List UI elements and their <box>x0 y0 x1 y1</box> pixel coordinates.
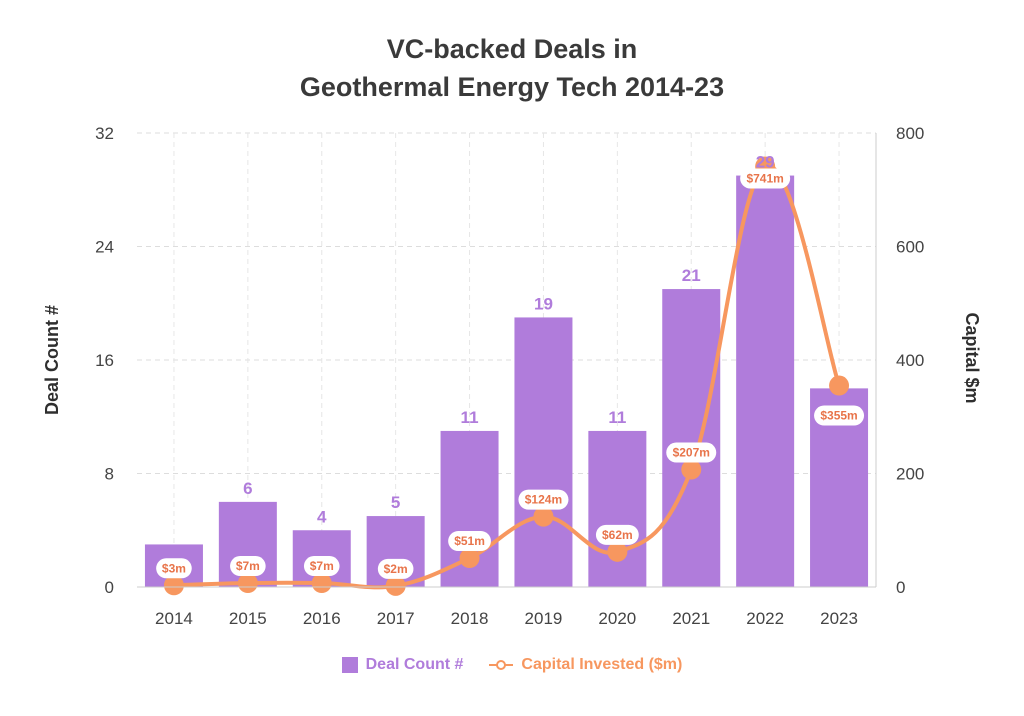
line-value-label: $355m <box>820 409 857 423</box>
bar <box>662 289 721 587</box>
line-point <box>311 573 332 594</box>
line-label-pill <box>740 168 791 189</box>
y-left-axis-title: Deal Count # <box>42 305 62 415</box>
y-left-tick-label: 24 <box>95 238 114 257</box>
line-value-label: $62m <box>602 528 633 542</box>
legend-item-capital: Capital Invested ($m) <box>489 656 682 674</box>
axes: 0 8 16 24 32 0 200 400 600 800 Deal Count # Capital… <box>42 124 982 628</box>
bar <box>736 175 795 587</box>
chart-title-line-2: Geothermal Energy Tech 2014-23 <box>299 72 725 102</box>
line-value-label: $207m <box>673 446 710 460</box>
x-tick-label: 2022 <box>746 609 784 628</box>
line-point <box>163 575 184 596</box>
y-left-tick-label: 32 <box>95 124 114 143</box>
line-label-pill <box>303 556 340 577</box>
line-value-label: $124m <box>525 493 562 507</box>
bar-value-label: 4 <box>317 507 327 526</box>
y-right-tick-label: 400 <box>896 351 924 370</box>
bar-value-label: 29 <box>756 153 775 172</box>
y-right-axis-title: Capital $m <box>962 312 982 403</box>
line-label-pill <box>666 442 717 463</box>
line-marker-icon <box>489 660 514 670</box>
line-value-label: $3m <box>162 561 186 575</box>
y-left-tick-label: 16 <box>95 351 114 370</box>
y-right-tick-label: 800 <box>896 124 924 143</box>
line-value-label: $741m <box>746 171 783 185</box>
line-point <box>385 575 406 596</box>
bar-value-label: 11 <box>608 408 626 427</box>
bar-series <box>144 175 869 587</box>
chart-title: VC-backed Deals in Geothermal Energy Tec… <box>0 30 1024 106</box>
bar-value-label: 11 <box>461 408 479 427</box>
y-left-tick-label: 8 <box>105 465 114 484</box>
legend-label-deal-count: Deal Count # <box>365 656 464 673</box>
line-label-pill <box>814 405 865 426</box>
bar-value-label: 6 <box>243 479 252 498</box>
line-label-pill <box>518 489 569 510</box>
legend: Deal Count # Capital Invested ($m) <box>0 656 1024 674</box>
bar-value-label: 5 <box>391 493 400 512</box>
line-value-label: $7m <box>310 559 334 573</box>
line-point <box>237 573 258 594</box>
bar-swatch-icon <box>341 657 358 673</box>
x-tick-label: 2023 <box>820 609 858 628</box>
line-label-pill <box>595 524 639 545</box>
data-labels: 6 4 5 11 19 11 21 29 $3m $7m $7m $2m $51m $124m $62m $2… <box>156 153 865 579</box>
line-point <box>681 459 702 480</box>
bar <box>514 317 573 587</box>
y-right-tick-label: 200 <box>896 465 924 484</box>
x-tick-label: 2020 <box>598 609 636 628</box>
line-point <box>459 548 480 569</box>
line-value-label: $2m <box>384 562 408 576</box>
legend-label-capital: Capital Invested ($m) <box>521 656 683 673</box>
x-tick-label: 2019 <box>525 609 563 628</box>
y-left-tick-label: 0 <box>105 578 114 597</box>
line-value-label: $7m <box>236 559 260 573</box>
x-tick-label: 2017 <box>377 609 415 628</box>
line-label-pill <box>230 556 266 577</box>
bar-value-label: 21 <box>682 266 701 285</box>
legend-item-deal-count: Deal Count # <box>341 656 464 674</box>
x-tick-label: 2015 <box>229 609 267 628</box>
line-point <box>533 506 554 527</box>
y-right-tick-label: 600 <box>896 238 924 257</box>
chart-title-line-1: VC-backed Deals in <box>386 34 638 64</box>
x-tick-label: 2014 <box>155 609 193 628</box>
y-right-tick-label: 0 <box>896 578 905 597</box>
line-label-pill <box>377 558 414 579</box>
line-label-pill <box>156 558 192 579</box>
x-tick-label: 2018 <box>451 609 489 628</box>
line-point <box>607 541 628 562</box>
x-tick-label: 2016 <box>303 609 341 628</box>
line-point <box>829 375 850 396</box>
bar <box>588 430 647 587</box>
bar-value-label: 19 <box>534 294 553 313</box>
line-value-label: $51m <box>454 534 485 548</box>
line-label-pill <box>448 531 491 552</box>
x-tick-label: 2021 <box>672 609 710 628</box>
